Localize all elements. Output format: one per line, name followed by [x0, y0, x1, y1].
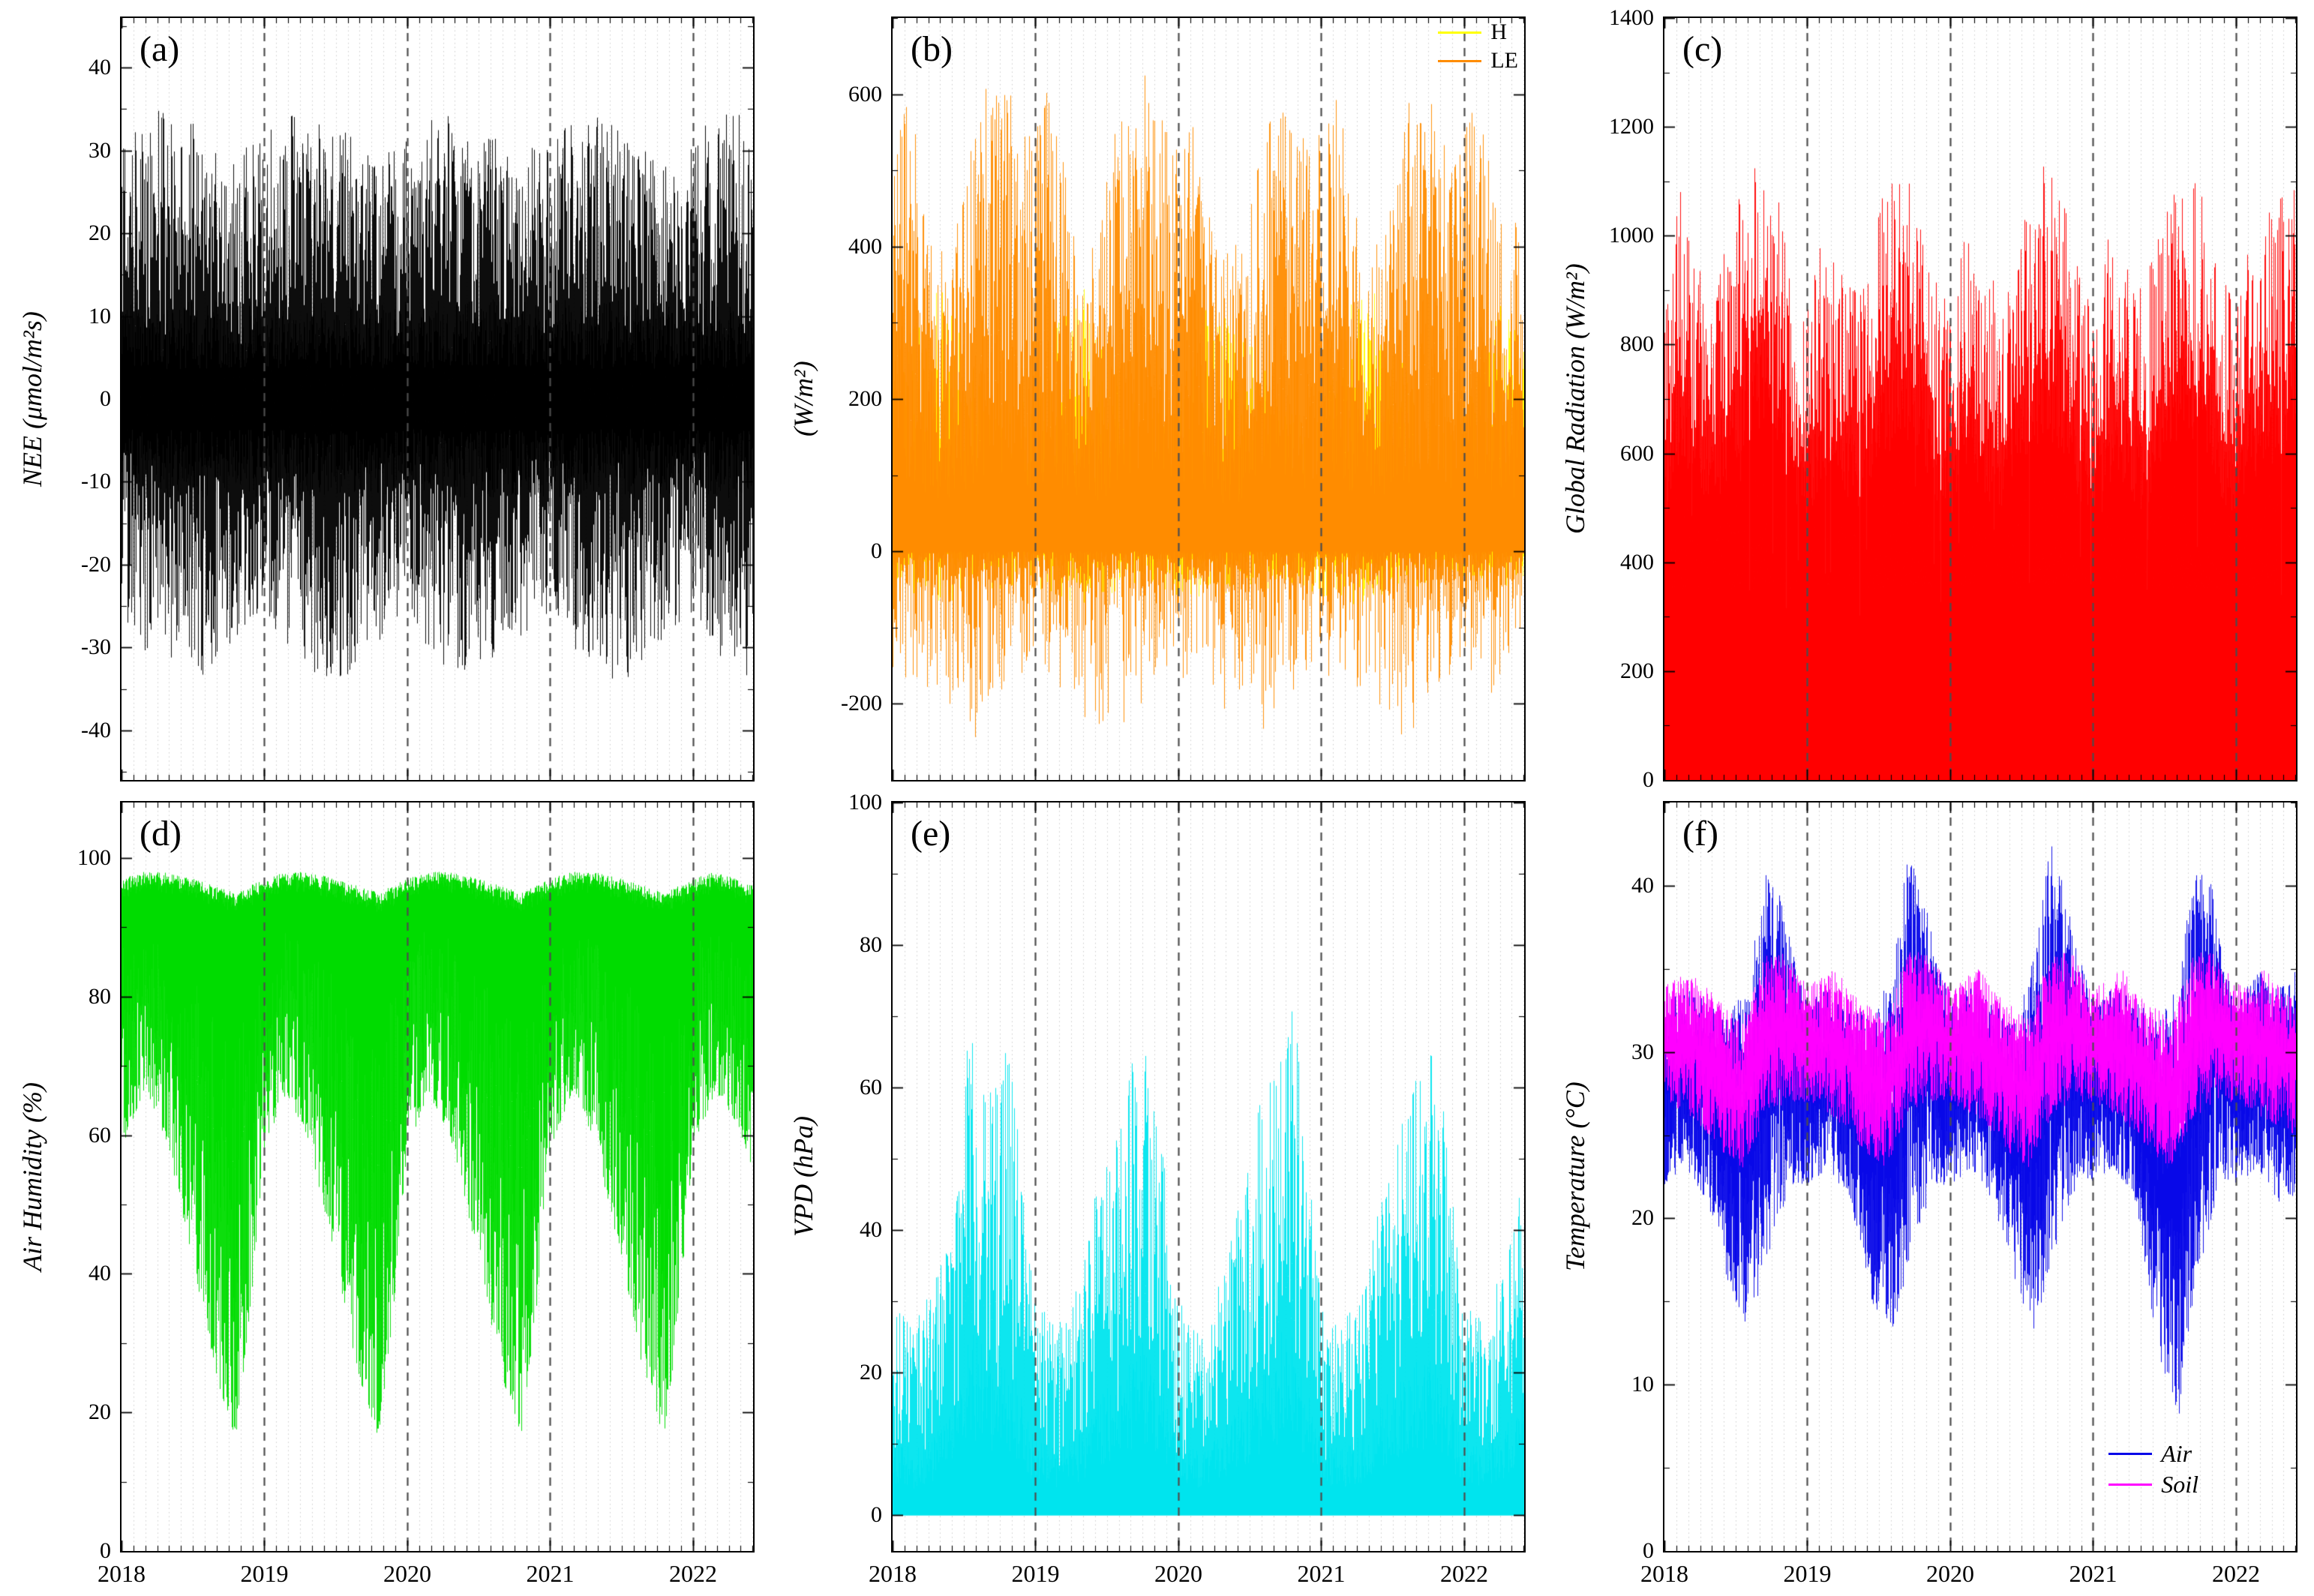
y-tick-label: 1400	[1609, 5, 1654, 30]
y-tick-label: 60	[860, 1075, 882, 1100]
y-axis-label-vpd: VPD (hPa)	[788, 1116, 818, 1238]
y-tick-label: -40	[81, 717, 111, 742]
panel-humidity: Air Humidity (%) (d) 0 20 40 60 80 100 2018 201…	[0, 798, 771, 1596]
panel-letter-c: (c)	[1682, 29, 1723, 69]
y-tick-label: 30	[89, 137, 111, 163]
chart-canvas-vpd	[893, 802, 1524, 1551]
x-tick-label: 2018	[1640, 1560, 1688, 1587]
y-tick-label: -30	[81, 634, 111, 660]
y-tick-label: 20	[1631, 1205, 1654, 1231]
chart-canvas-fluxes	[893, 18, 1524, 780]
legend-item-le: LE	[1438, 48, 1518, 74]
y-tick-label: 10	[89, 303, 111, 328]
y-tick-label: -20	[81, 551, 111, 577]
y-tick-label: 1200	[1609, 114, 1654, 140]
y-axis-label-fluxes: (W/m²)	[788, 361, 818, 437]
legend-item-soil: Soil	[2108, 1471, 2198, 1498]
legend-temperature: Air Soil	[2108, 1440, 2198, 1498]
chart-canvas-humidity	[122, 802, 753, 1551]
y-tick-label: 20	[89, 220, 111, 246]
y-tick-label: -10	[81, 469, 111, 494]
plot-area-vpd: (e)	[891, 801, 1526, 1552]
le-legend-label: LE	[1490, 48, 1518, 73]
x-tick-label: 2022	[1439, 1560, 1488, 1587]
y-tick-label: 60	[89, 1122, 111, 1148]
y-tick-label: 20	[89, 1400, 111, 1425]
y-tick-label: 400	[848, 233, 882, 259]
y-tick-label: 400	[1620, 549, 1654, 574]
x-tick-label: 2019	[1011, 1560, 1060, 1587]
y-tick-label: 40	[1631, 872, 1654, 898]
y-tick-label: 600	[1620, 440, 1654, 466]
y-tick-label: 30	[1631, 1039, 1654, 1064]
x-tick-label: 2019	[1783, 1560, 1832, 1587]
plot-area-humidity: (d)	[120, 801, 755, 1552]
y-tick-label: -200	[841, 691, 882, 716]
x-tick-label: 2020	[383, 1560, 431, 1587]
y-tick-label: 0	[871, 1502, 882, 1528]
y-axis-label-nee: NEE (μmol/m²s)	[17, 311, 47, 487]
y-tick-label: 40	[89, 1261, 111, 1286]
soil-line-swatch	[2108, 1484, 2153, 1486]
panel-temperature: Temperature (°C) (f) Air Soil 0 10 20 30 40 2…	[1543, 798, 2314, 1596]
y-tick-label: 800	[1620, 332, 1654, 357]
y-tick-label: 0	[100, 386, 111, 411]
legend-item-h: H	[1438, 20, 1518, 45]
y-tick-label: 0	[1643, 1538, 1654, 1563]
legend-item-air: Air	[2108, 1440, 2198, 1468]
h-line-swatch	[1438, 31, 1482, 34]
panel-vpd: VPD (hPa) (e) 0 20 40 60 80 100 2018 2019 2020 20…	[771, 790, 1542, 1596]
y-axis-label-humidity: Air Humidity (%)	[17, 1082, 47, 1271]
y-tick-label: 0	[871, 538, 882, 564]
panel-letter-a: (a)	[140, 29, 180, 69]
legend-fluxes: H LE	[1438, 20, 1518, 74]
x-tick-label: 2018	[869, 1560, 917, 1587]
y-axis-label-temperature: Temperature (°C)	[1560, 1082, 1590, 1272]
y-tick-label: 20	[860, 1360, 882, 1385]
panel-nee: NEE (μmol/m²s) (a) -40 -30 -20 -10 0 10 20 30 40	[0, 0, 771, 798]
y-tick-label: 0	[1643, 767, 1654, 792]
x-tick-label: 2021	[2069, 1560, 2117, 1587]
y-axis-label-radiation: Global Radiation (W/m²)	[1560, 263, 1590, 535]
x-tick-label: 2020	[1154, 1560, 1202, 1587]
y-tick-label: 80	[860, 932, 882, 958]
panel-letter-f: (f)	[1682, 814, 1718, 854]
y-tick-label: 40	[860, 1217, 882, 1243]
y-tick-label: 40	[89, 55, 111, 80]
panel-radiation: Global Radiation (W/m²) (c) 0 200 400 600 80…	[1543, 0, 2314, 798]
le-line-swatch	[1438, 59, 1482, 62]
y-tick-label: 100	[848, 790, 882, 814]
x-tick-label: 2021	[526, 1560, 575, 1587]
panel-letter-e: (e)	[911, 814, 951, 854]
panel-letter-b: (b)	[911, 29, 953, 69]
chart-canvas-temperature	[1664, 802, 2296, 1551]
plot-area-fluxes: (b) H LE	[891, 16, 1526, 782]
y-tick-label: 0	[100, 1538, 111, 1563]
y-tick-label: 10	[1631, 1372, 1654, 1397]
plot-area-radiation: (c)	[1663, 16, 2297, 782]
x-tick-label: 2018	[98, 1560, 146, 1587]
air-line-swatch	[2108, 1453, 2153, 1455]
x-tick-label: 2019	[240, 1560, 289, 1587]
chart-canvas-nee	[122, 18, 753, 780]
panel-letter-d: (d)	[140, 814, 182, 854]
plot-area-temperature: (f) Air Soil	[1663, 801, 2297, 1552]
x-tick-label: 2022	[2211, 1560, 2260, 1587]
y-tick-label: 600	[848, 81, 882, 106]
soil-legend-label: Soil	[2161, 1471, 2198, 1498]
y-tick-label: 200	[848, 386, 882, 411]
plot-area-nee: (a)	[120, 16, 755, 782]
x-tick-label: 2020	[1925, 1560, 1974, 1587]
h-legend-label: H	[1490, 20, 1508, 44]
y-tick-label: 80	[89, 983, 111, 1009]
panel-fluxes: (W/m²) (b) H LE -200 0 200 400 600	[771, 0, 1542, 798]
x-tick-label: 2021	[1297, 1560, 1346, 1587]
chart-canvas-radiation	[1664, 18, 2296, 780]
y-tick-label: 100	[77, 844, 111, 870]
x-tick-label: 2022	[668, 1560, 717, 1587]
y-tick-label: 1000	[1609, 223, 1654, 248]
air-legend-label: Air	[2161, 1440, 2192, 1467]
y-tick-label: 200	[1620, 658, 1654, 683]
